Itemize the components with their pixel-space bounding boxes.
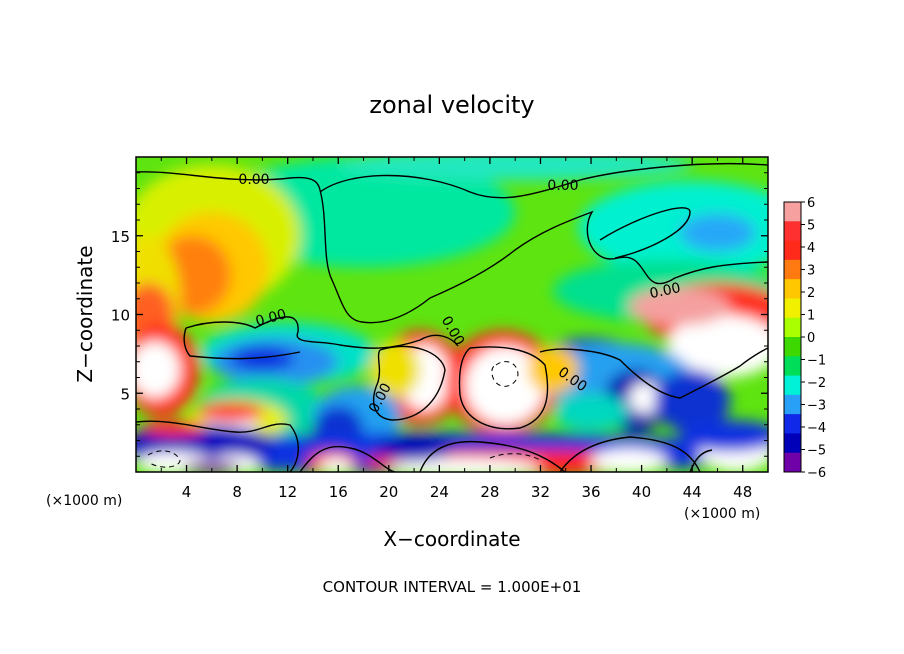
field-region xyxy=(679,420,768,452)
colorbar-label: −4 xyxy=(807,421,826,436)
contour-line-negative xyxy=(147,450,181,468)
colorbar-swatch xyxy=(784,298,801,319)
x-tick-label: 40 xyxy=(632,483,651,501)
contour-label: 0.00 xyxy=(254,306,288,330)
x-tick-label: 16 xyxy=(329,483,348,501)
colorbar: 6 5 4 3 2 1 0 −1 −2 −3 −4 −5 −6 xyxy=(783,196,826,481)
contour-line xyxy=(689,449,713,472)
x-tick-label: 48 xyxy=(733,483,752,501)
x-unit-left: (×1000 m) xyxy=(46,493,122,509)
x-tick-label: 28 xyxy=(480,483,499,501)
contour-line xyxy=(136,171,768,324)
field-region xyxy=(136,341,181,398)
field-region xyxy=(319,457,353,472)
field-region xyxy=(184,460,240,472)
colorbar-swatch xyxy=(784,375,801,396)
field-region xyxy=(679,213,756,252)
x-tick-label: 8 xyxy=(232,483,242,501)
colorbar-label: −2 xyxy=(807,376,826,391)
colorbar-swatch xyxy=(784,394,801,415)
colorbar-swatch xyxy=(784,279,801,299)
contour-line xyxy=(539,347,768,399)
colorbar-label: 5 xyxy=(807,219,815,234)
colorbar-swatch xyxy=(784,356,801,377)
colorbar-label: 0 xyxy=(807,331,815,346)
x-unit-right: (×1000 m) xyxy=(684,506,760,522)
contour-interval-note: CONTOUR INTERVAL = 1.000E+01 xyxy=(323,578,582,596)
x-tick-label: 24 xyxy=(430,483,449,501)
colorbar-label: −6 xyxy=(807,466,826,481)
field-region xyxy=(142,420,206,436)
colorbar-swatch xyxy=(784,221,801,242)
field-region xyxy=(197,402,264,422)
contour-label: 0.00 xyxy=(547,178,578,194)
colorbar-swatch xyxy=(784,452,801,473)
y-axis-label: Z−coordinate xyxy=(73,245,97,382)
contour-line xyxy=(559,436,701,472)
contour-line xyxy=(372,345,446,421)
field-region xyxy=(369,341,421,398)
y-tick-label: 15 xyxy=(111,228,130,246)
colorbar-swatch xyxy=(784,202,801,222)
contour-label: 0.00 xyxy=(648,280,682,302)
plot-area: 0.00 0.000.000.00 0.000.000.00 xyxy=(136,157,768,472)
contour-line xyxy=(319,163,768,199)
contour-line xyxy=(599,207,691,259)
colorbar-label: 1 xyxy=(807,309,815,324)
x-tick-label: 12 xyxy=(278,483,297,501)
field-region xyxy=(591,448,667,472)
contour-line-negative xyxy=(491,361,519,387)
field-region xyxy=(527,346,579,394)
contour-line xyxy=(299,445,396,472)
colorbar-swatch xyxy=(784,414,801,434)
colorbar-label: −1 xyxy=(807,354,826,369)
contour-line xyxy=(185,316,459,349)
x-axis-label: X−coordinate xyxy=(383,527,520,551)
field-region xyxy=(628,382,662,414)
contour-line xyxy=(419,440,566,472)
field-region xyxy=(376,435,452,461)
colorbar-label: 2 xyxy=(807,286,815,301)
field-region xyxy=(666,314,768,378)
field-region xyxy=(628,287,731,326)
field-region xyxy=(654,369,731,433)
colorbar-label: 4 xyxy=(807,241,815,256)
x-tick-label: 4 xyxy=(182,483,192,501)
contour-line xyxy=(458,346,549,430)
field-region xyxy=(553,393,629,432)
contour-line xyxy=(183,327,301,360)
x-tick-label: 32 xyxy=(531,483,550,501)
contour-line xyxy=(136,420,299,472)
field-region xyxy=(388,457,541,472)
colorbar-swatch xyxy=(784,433,801,454)
chart-title: zonal velocity xyxy=(369,91,534,119)
x-tick-label: 20 xyxy=(379,483,398,501)
y-tick-label: 5 xyxy=(120,385,130,403)
contour-line-negative xyxy=(489,453,541,461)
colorbar-label: −5 xyxy=(807,444,826,459)
colorbar-label: −3 xyxy=(807,399,826,414)
field-region xyxy=(578,180,768,276)
colorbar-swatch xyxy=(784,240,801,261)
colorbar-swatch xyxy=(784,259,801,280)
colorbar-swatch xyxy=(784,337,801,357)
x-tick-label: 36 xyxy=(581,483,600,501)
y-tick-label: 10 xyxy=(111,307,130,325)
colorbar-label: 6 xyxy=(807,196,815,211)
colorbar-label: 3 xyxy=(807,264,815,279)
field-region xyxy=(464,346,546,425)
x-tick-label: 44 xyxy=(683,483,702,501)
field-region xyxy=(230,346,294,372)
contour-label: 0.00 xyxy=(238,172,269,188)
colorbar-swatch xyxy=(784,317,801,338)
